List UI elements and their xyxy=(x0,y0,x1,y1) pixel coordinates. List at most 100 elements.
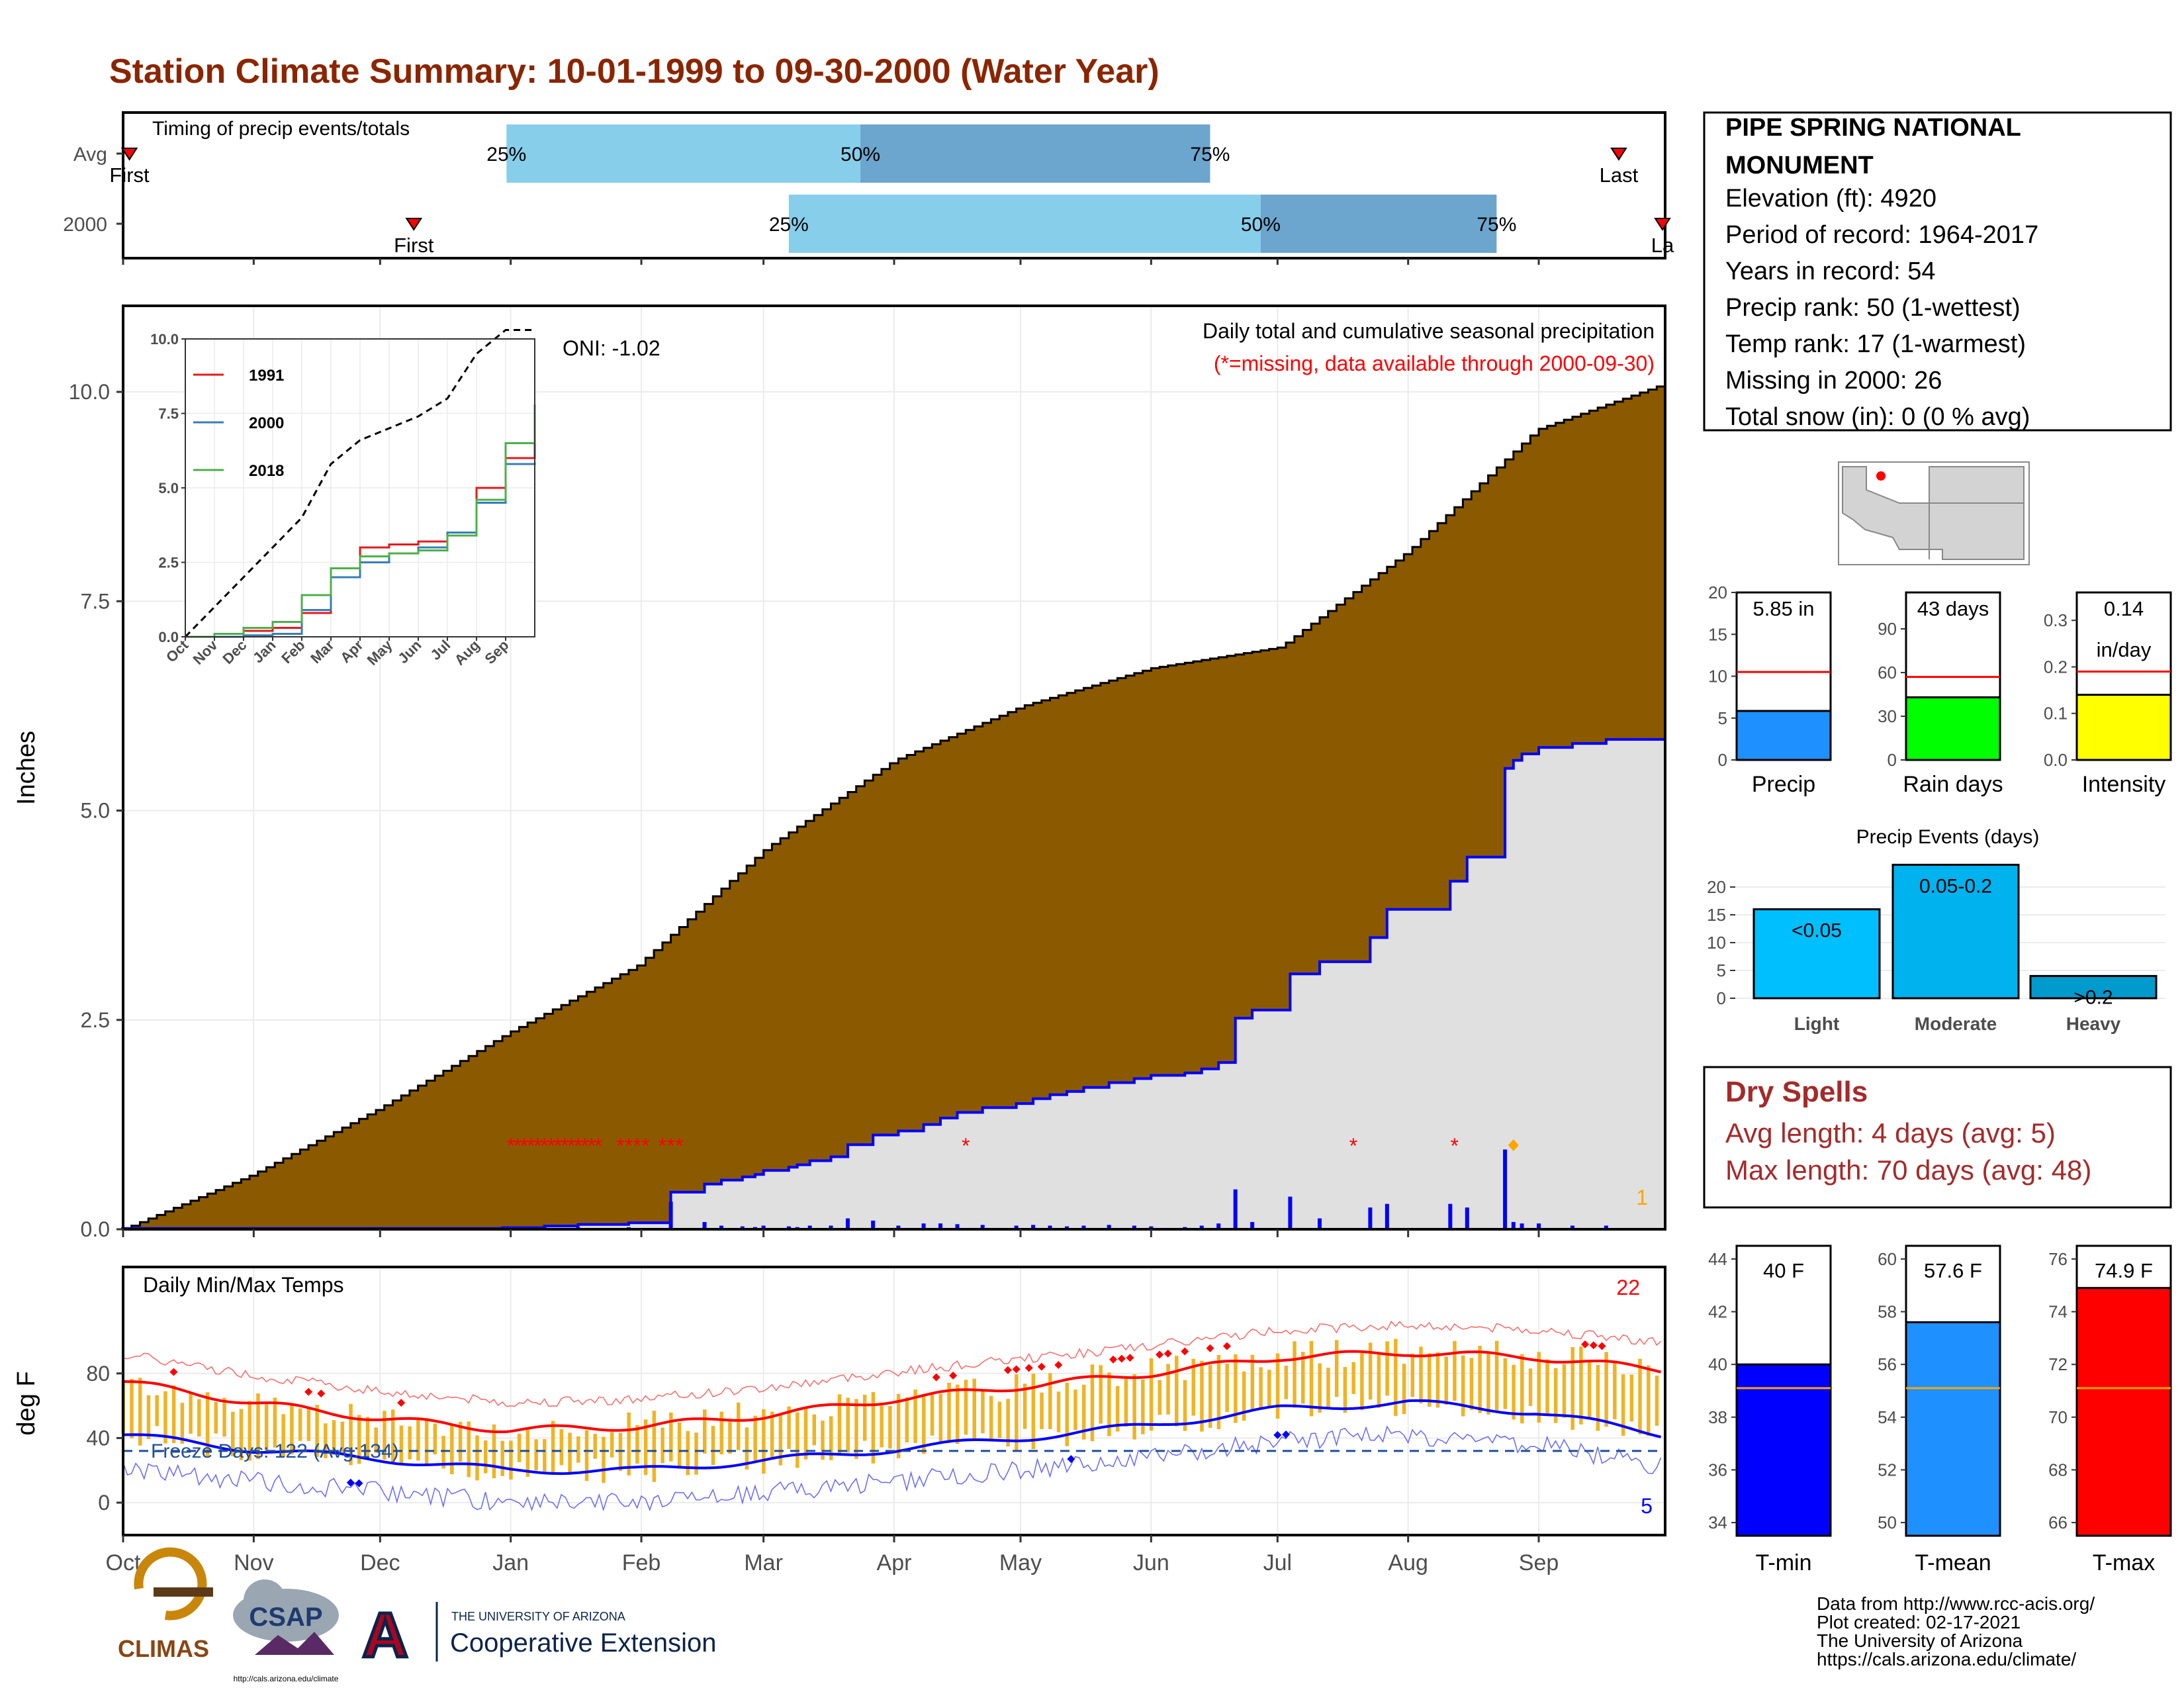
temp-daily-bar xyxy=(1216,1354,1221,1429)
temp-daily-bar xyxy=(551,1421,555,1476)
missing-day-marker: * xyxy=(520,1134,528,1158)
station-info-panel: PIPE SPRING NATIONAL MONUMENT Elevation … xyxy=(1703,111,2172,432)
inset-line-2000 xyxy=(185,462,536,638)
temp-daily-bar xyxy=(433,1423,437,1455)
csap-text: CSAP xyxy=(249,1603,322,1632)
temp-daily-bar xyxy=(1410,1353,1415,1397)
temp-daily-bar xyxy=(745,1427,749,1470)
temp-summary-tick-label: 36 xyxy=(1708,1460,1727,1479)
missing-day-marker: * xyxy=(514,1134,522,1158)
temp-y-tick-label: 80 xyxy=(86,1362,110,1385)
temp-daily-bar xyxy=(180,1403,185,1444)
precip-y-tick-label: 0.0 xyxy=(81,1217,110,1241)
station-missing: Missing in 2000: 26 xyxy=(1725,367,1942,395)
daily-precip-bar xyxy=(1132,1225,1136,1229)
temp-daily-bar xyxy=(483,1440,488,1474)
temp-daily-bar xyxy=(467,1421,471,1477)
temp-y-tick-label: 40 xyxy=(86,1426,110,1450)
dry-spells-title: Dry Spells xyxy=(1725,1076,1868,1108)
temp-daily-bar xyxy=(610,1432,614,1458)
actual-cumulative-area xyxy=(123,739,1665,1229)
missing-day-marker: * xyxy=(561,1134,569,1158)
record-max-line xyxy=(122,1320,1662,1407)
inset-line-2018 xyxy=(185,404,536,638)
timing-pct-label: 75% xyxy=(1190,144,1230,165)
precip-y-tick-label: 5.0 xyxy=(81,799,110,823)
timing-last-marker xyxy=(1610,148,1627,161)
temp-daily-bar xyxy=(1621,1374,1625,1436)
inset-y-tick-label: 0.0 xyxy=(158,629,179,645)
temp-daily-bar xyxy=(677,1422,682,1469)
temp-daily-bar xyxy=(1301,1352,1305,1404)
record-high-point xyxy=(1598,1342,1606,1350)
temp-daily-bar xyxy=(1604,1352,1608,1427)
daily-precip-bar xyxy=(668,1201,673,1229)
temp-daily-bar xyxy=(1318,1363,1322,1413)
temp-daily-bar xyxy=(627,1412,631,1476)
summary-bar-0 xyxy=(1735,710,1832,761)
daily-precip-bar xyxy=(1368,1207,1373,1229)
month-label-mar: Mar xyxy=(744,1550,783,1575)
temp-daily-bar xyxy=(1647,1365,1651,1436)
temp-daily-bar xyxy=(475,1435,479,1481)
temp-summary-tick-label: 42 xyxy=(1708,1302,1727,1322)
missing-day-marker: * xyxy=(641,1134,649,1158)
temp-summary-tick-label: 40 xyxy=(1708,1354,1727,1374)
summary-bars: 5.85 in Precip 0 5 10 15 20 43 days Rain days 0 30… xyxy=(1708,583,2172,797)
summary-bar-tick-label: 60 xyxy=(1878,663,1897,682)
temp-daily-bar xyxy=(660,1427,664,1464)
temp-daily-bar xyxy=(1461,1355,1465,1417)
temp-daily-bar xyxy=(1579,1346,1583,1425)
temp-daily-bar xyxy=(1520,1354,1524,1424)
temp-daily-bar xyxy=(1158,1380,1162,1415)
dry-spells-border xyxy=(1703,1066,2172,1209)
temp-summary-tick-label: 44 xyxy=(1708,1249,1727,1269)
temp-daily-bar xyxy=(736,1402,741,1450)
temp-daily-bar xyxy=(315,1405,319,1458)
temp-daily-bar xyxy=(880,1405,884,1448)
temp-daily-bar xyxy=(1553,1368,1558,1423)
temp-daily-bar xyxy=(1023,1383,1027,1429)
record-high-point xyxy=(1037,1362,1046,1371)
month-label-aug: Aug xyxy=(1388,1550,1428,1575)
temp-summary-tick-label: 58 xyxy=(1878,1302,1897,1322)
daily-precip-bar xyxy=(1216,1223,1221,1229)
daily-precip-bar xyxy=(921,1223,926,1229)
temp-daily-bar xyxy=(1056,1391,1061,1432)
temp-daily-bar xyxy=(1267,1370,1271,1408)
inset-legend-label-2018: 2018 xyxy=(249,462,284,480)
temp-daily-bar xyxy=(787,1406,791,1449)
timing-pct-label: 25% xyxy=(486,144,526,165)
temp-daily-bar xyxy=(584,1430,589,1481)
temp-daily-bar xyxy=(1175,1356,1179,1427)
ua-letter: A xyxy=(362,1600,408,1671)
temp-daily-bar xyxy=(1099,1365,1103,1424)
summary-bar-2 xyxy=(2075,694,2172,761)
inset-y-tick-label: 10.0 xyxy=(150,331,179,348)
temp-summary-value-2: 74.9 F xyxy=(2095,1259,2153,1282)
temp-chart: 0 40 80 deg F Daily Min/Max Temps Freeze D… xyxy=(13,1266,1666,1536)
record-min-line xyxy=(122,1425,1662,1512)
summary-bar-tick-label: 0.1 xyxy=(2044,704,2068,724)
temp-daily-bar xyxy=(989,1395,993,1441)
summary-bar-tick-label: 10 xyxy=(1708,667,1727,686)
temp-daily-bar xyxy=(1275,1353,1280,1419)
flag-count: 1 xyxy=(1636,1186,1648,1209)
temp-daily-bar xyxy=(1115,1385,1120,1432)
temp-daily-bar xyxy=(1587,1361,1592,1420)
temp-daily-bar xyxy=(163,1391,167,1444)
temp-daily-bar xyxy=(821,1421,825,1460)
precip-events-bar-label: <0.05 xyxy=(1792,920,1842,942)
temp-daily-bar xyxy=(1596,1365,1600,1431)
csap-cloud-puff xyxy=(244,1579,286,1622)
timing-bars: 25% 50% 75% First Last 25% 50% 75% First La xyxy=(109,124,1674,257)
dry-spells-max: Max length: 70 days (avg: 48) xyxy=(1725,1154,2091,1186)
temp-daily-bar xyxy=(138,1378,142,1446)
record-high-point xyxy=(317,1389,326,1398)
precip-y-tick-label: 10.0 xyxy=(69,380,110,404)
temp-daily-bar xyxy=(1427,1353,1432,1407)
precip-events-bar-heavy xyxy=(2029,974,2158,1000)
temp-daily-bar xyxy=(197,1399,201,1437)
month-label-sep: Sep xyxy=(1519,1550,1559,1575)
timing-bar-q2 xyxy=(506,124,861,183)
